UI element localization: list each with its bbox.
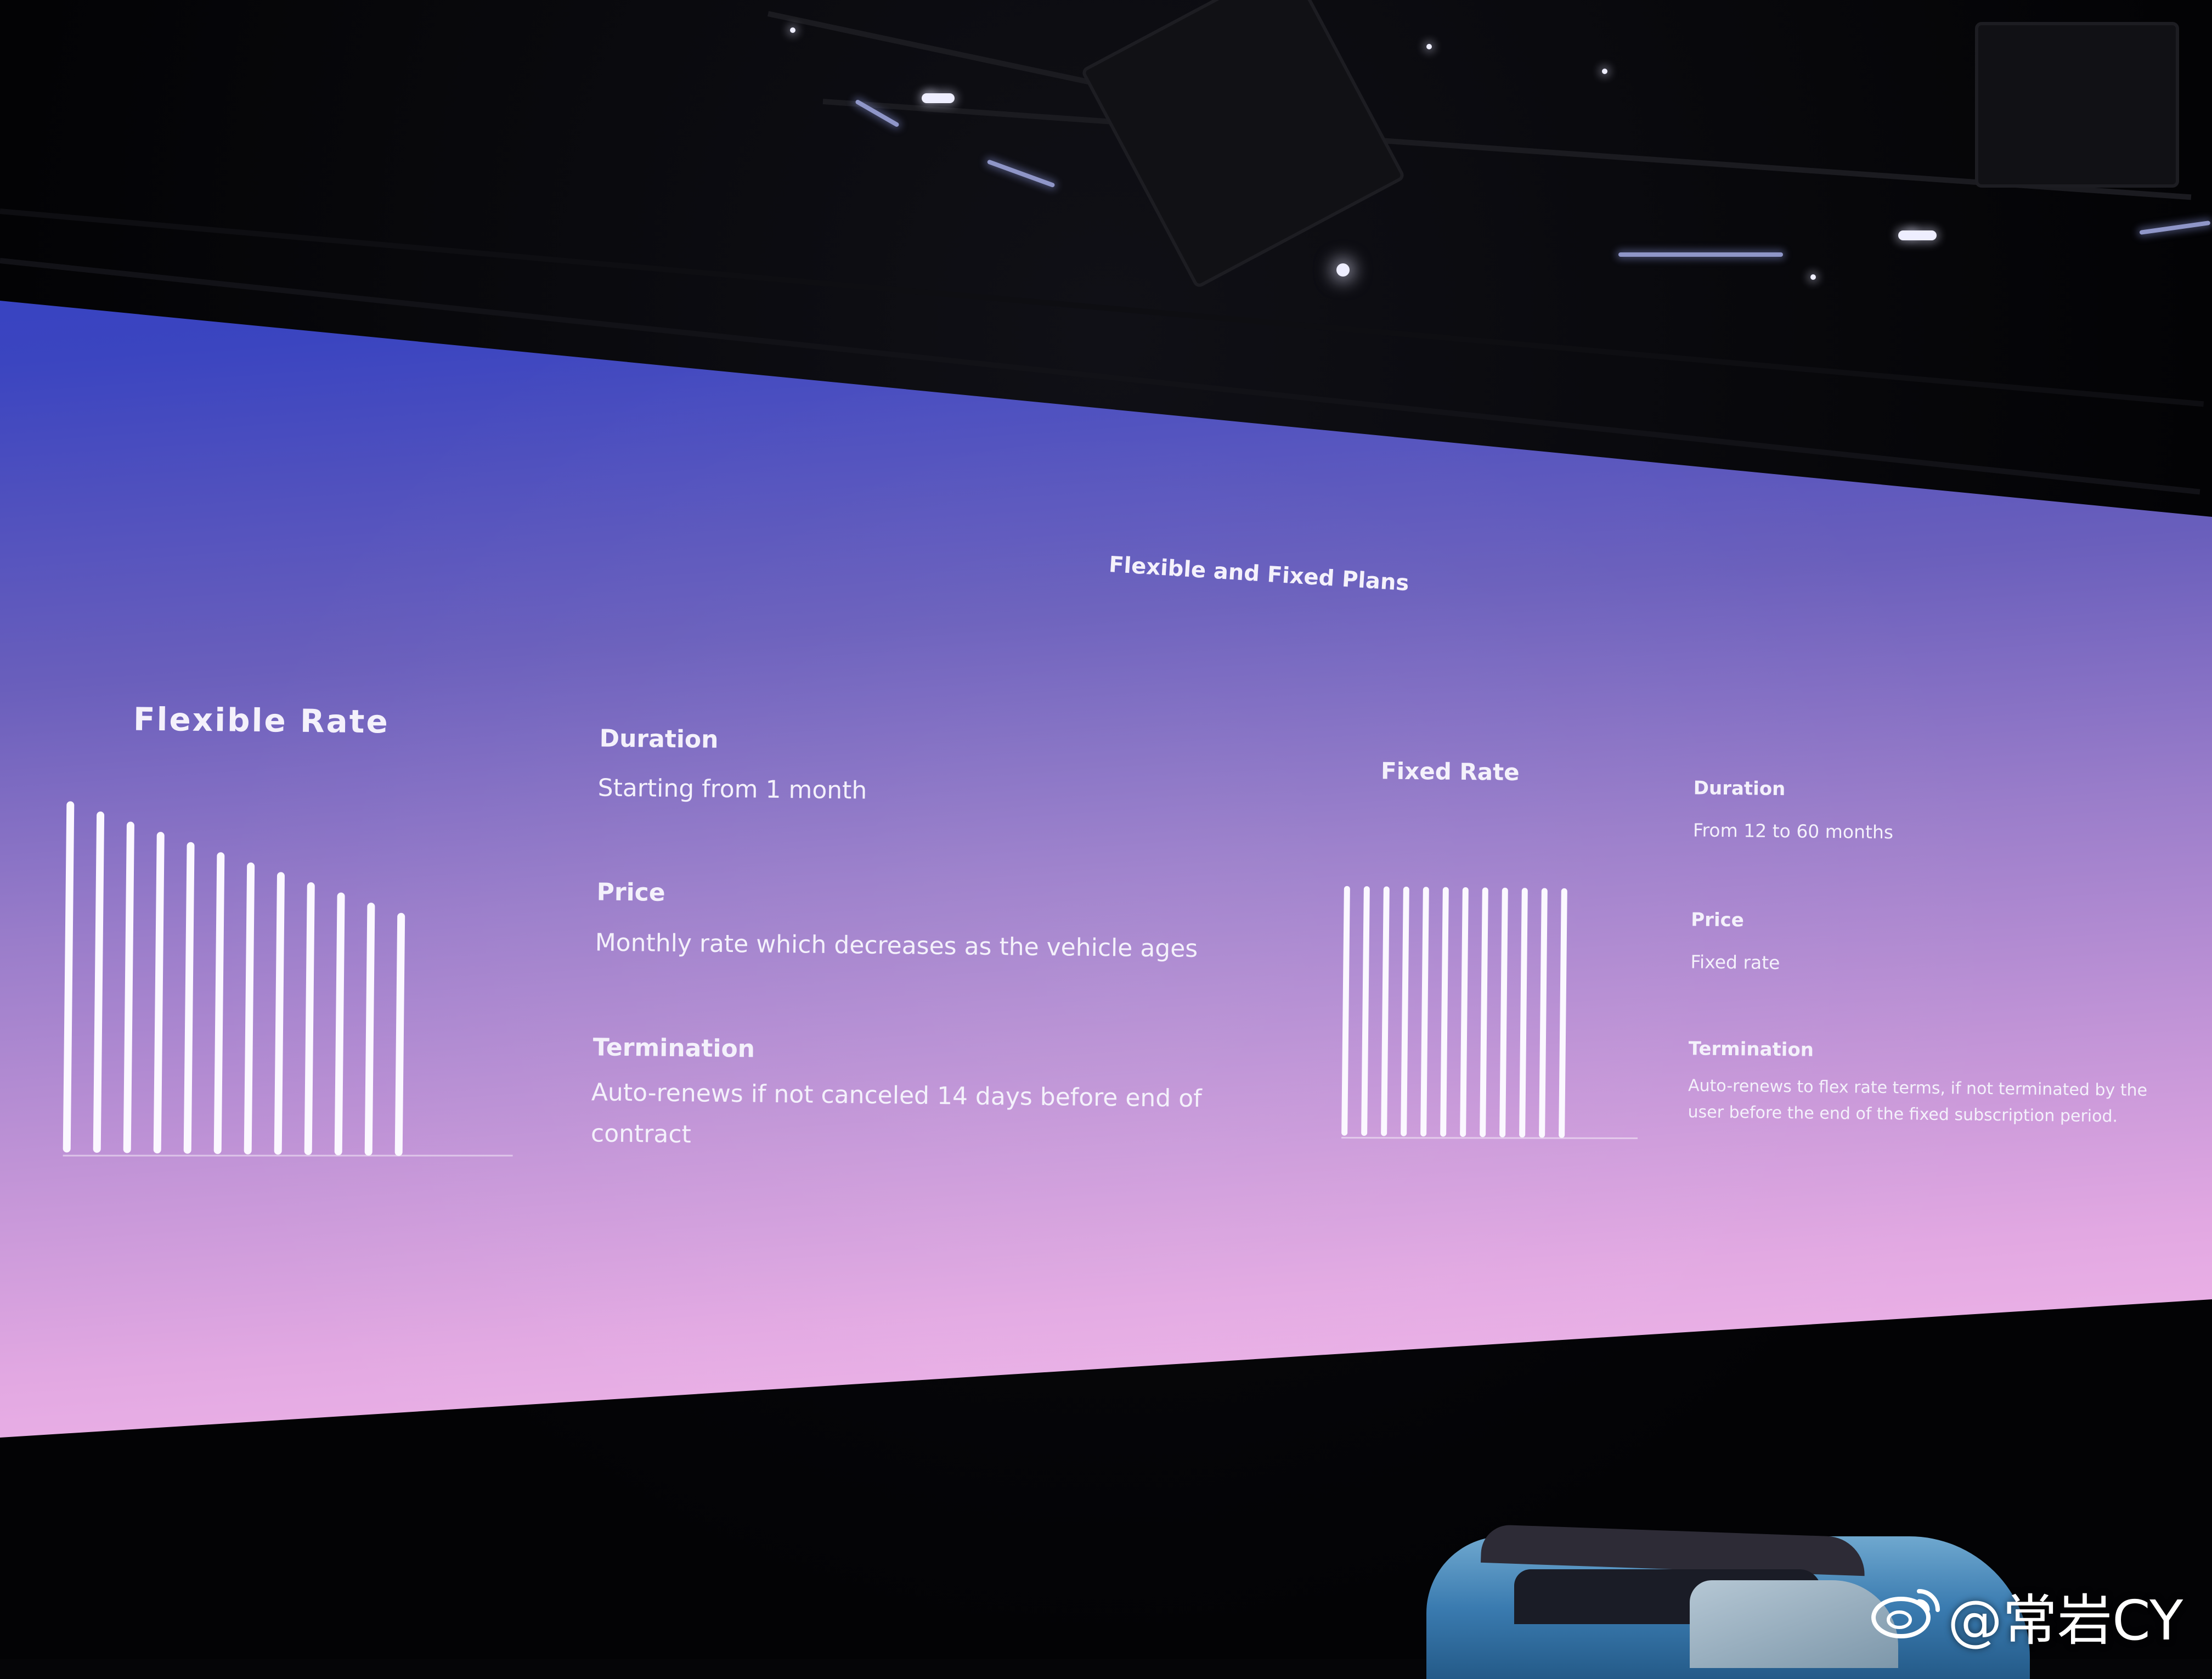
- stage-light: [1426, 44, 1432, 49]
- chart-bar: [1559, 888, 1567, 1138]
- weibo-logo-icon: [1871, 1589, 1940, 1638]
- stage-light: [1602, 69, 1607, 74]
- chart-bar: [63, 801, 75, 1153]
- fixed-duration-label: Duration: [1693, 777, 1786, 801]
- chart-baseline: [63, 1154, 513, 1157]
- chart-bar: [1499, 887, 1508, 1137]
- chart-bar: [1401, 886, 1409, 1136]
- fixed-rate-heading: Fixed Rate: [1380, 757, 1520, 786]
- stage-light: [1336, 263, 1350, 277]
- chart-bar: [1361, 886, 1370, 1136]
- chart-bar: [1440, 887, 1449, 1137]
- chart-bar: [1420, 887, 1429, 1137]
- fixed-price-label: Price: [1691, 909, 1745, 932]
- flexible-price-label: Price: [596, 878, 665, 907]
- chart-bar: [213, 852, 225, 1154]
- flexible-rate-heading: Flexible Rate: [133, 700, 390, 741]
- chart-bar: [244, 862, 255, 1154]
- chart-bar: [1519, 888, 1528, 1138]
- chart-bar: [93, 811, 105, 1153]
- chart-bar: [183, 842, 195, 1154]
- speaker-array-right: [1975, 22, 2179, 188]
- fixed-rate-chart: [1341, 886, 1640, 1139]
- fixed-duration-value: From 12 to 60 months: [1692, 819, 1894, 843]
- slide-title: Flexible and Fixed Plans: [1108, 551, 1410, 596]
- flexible-duration-label: Duration: [599, 724, 719, 754]
- flexible-termination-value-line1: Auto-renews if not canceled 14 days befo…: [591, 1078, 1202, 1113]
- stage-light: [1898, 230, 1937, 240]
- car-windshield: [1690, 1580, 1898, 1668]
- flexible-duration-value: Starting from 1 month: [597, 774, 867, 805]
- stage-light: [790, 27, 795, 33]
- chart-bar: [274, 872, 285, 1155]
- flexible-price-value: Monthly rate which decreases as the vehi…: [595, 928, 1198, 963]
- fixed-price-value: Fixed rate: [1690, 951, 1780, 974]
- flexible-rate-chart: [63, 801, 517, 1157]
- flexible-termination-label: Termination: [592, 1033, 755, 1063]
- fixed-termination-label: Termination: [1688, 1038, 1814, 1061]
- chart-baseline: [1341, 1137, 1638, 1139]
- chart-bar: [1460, 887, 1469, 1137]
- chart-bar: [304, 882, 315, 1156]
- chart-bar: [1480, 887, 1488, 1137]
- chart-bar: [1341, 886, 1350, 1136]
- chart-bar: [334, 892, 345, 1156]
- chart-bar: [1381, 886, 1390, 1136]
- fixed-termination-value-line2: user before the end of the fixed subscri…: [1688, 1102, 2118, 1126]
- chart-bar: [1539, 888, 1548, 1138]
- chart-bar: [394, 912, 405, 1156]
- flexible-termination-value-line2: contract: [590, 1119, 692, 1149]
- stage-light: [1810, 274, 1816, 280]
- light-strip: [1618, 252, 1783, 257]
- fixed-termination-value-line1: Auto-renews to flex rate terms, if not t…: [1688, 1076, 2148, 1101]
- chart-bar: [364, 903, 375, 1156]
- chart-bar: [123, 821, 134, 1153]
- watermark-text: @常岩CY: [1948, 1588, 2183, 1653]
- chart-bar: [153, 832, 165, 1154]
- stage-light: [922, 93, 955, 103]
